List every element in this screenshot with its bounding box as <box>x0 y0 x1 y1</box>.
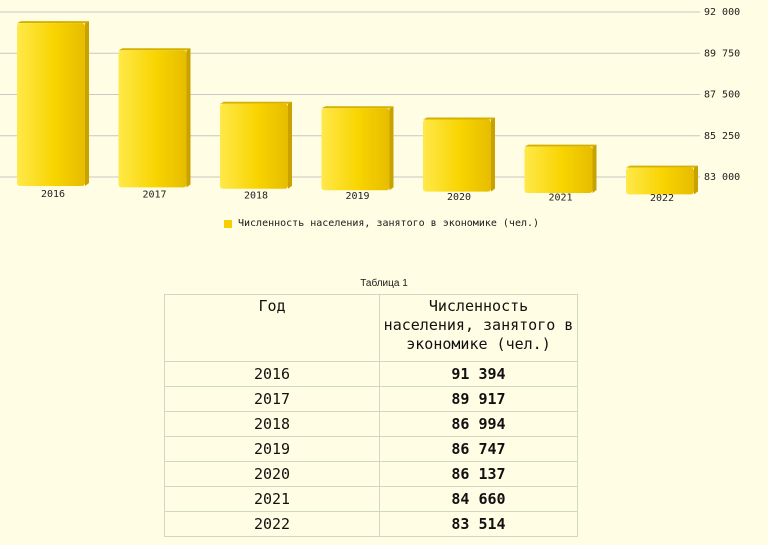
bar-top <box>423 117 495 120</box>
bar-2016 <box>17 21 89 186</box>
y-tick-label: 89 750 <box>704 48 740 59</box>
x-tick-label: 2019 <box>345 191 369 202</box>
cell-value: 89 917 <box>379 386 578 412</box>
bar-side <box>592 144 597 193</box>
legend: Численность населения, занятого в эконом… <box>224 218 539 229</box>
table-row: 2021 84 660 <box>164 486 578 512</box>
y-tick-label: 92 000 <box>704 7 740 18</box>
header-year: Год <box>164 294 380 362</box>
bar-top <box>17 21 89 24</box>
cell-year: 2016 <box>164 361 380 387</box>
y-tick-label: 83 000 <box>704 172 740 183</box>
bars <box>17 21 698 195</box>
bar-top <box>220 101 292 104</box>
bar-front <box>423 119 491 192</box>
bar-side <box>85 21 89 186</box>
x-tick-label: 2021 <box>548 193 572 204</box>
cell-value: 91 394 <box>379 361 578 387</box>
header-population-text: Численность населения, занятого в эконом… <box>383 297 574 353</box>
table-row: 2022 83 514 <box>164 511 578 537</box>
legend-label: Численность населения, занятого в эконом… <box>238 218 540 229</box>
cell-value: 84 660 <box>379 486 578 512</box>
bar-front <box>626 167 694 195</box>
x-tick-label: 2017 <box>142 190 166 201</box>
table-row: 2016 91 394 <box>164 361 578 387</box>
table-row: 2018 86 994 <box>164 411 578 437</box>
bar-front <box>321 108 390 191</box>
header-population: Численность населения, занятого в эконом… <box>379 294 578 362</box>
bar-top <box>321 106 394 109</box>
cell-year: 2018 <box>164 411 380 437</box>
bar-side <box>186 48 191 188</box>
cell-value: 86 747 <box>379 436 578 462</box>
bar-2018 <box>220 101 292 189</box>
bar-front <box>118 50 187 188</box>
table-caption: Таблица 1 <box>360 278 408 289</box>
bar-2022 <box>626 165 698 195</box>
bar-top <box>626 165 698 168</box>
table-header-row: Год Численность населения, занятого в эк… <box>164 294 578 362</box>
bar-side <box>288 101 292 189</box>
cell-value: 83 514 <box>379 511 578 537</box>
bar-side <box>694 165 698 195</box>
y-tick-label: 85 250 <box>704 131 740 142</box>
x-tick-label: 2020 <box>447 192 471 203</box>
data-table: Год Численность населения, занятого в эк… <box>164 294 578 537</box>
bar-2019 <box>321 106 394 191</box>
bar-chart: 2016 2017 2018 2019 2020 2021 2022 92 000 89 75… <box>0 7 740 204</box>
bar-top <box>524 144 597 147</box>
bar-side <box>389 106 394 191</box>
table-row: 2020 86 137 <box>164 461 578 487</box>
bar-2020 <box>423 117 495 192</box>
bar-front <box>17 23 85 186</box>
category-labels: 2016 2017 2018 2019 2020 2021 2022 <box>41 189 674 204</box>
bar-front <box>220 103 288 189</box>
legend-swatch <box>224 219 232 228</box>
table-row: 2017 89 917 <box>164 386 578 412</box>
cell-value: 86 994 <box>379 411 578 437</box>
bar-2021 <box>524 144 597 193</box>
cell-value: 86 137 <box>379 461 578 487</box>
cell-year: 2021 <box>164 486 380 512</box>
y-tick-label: 87 500 <box>704 90 740 101</box>
table-row: 2019 86 747 <box>164 436 578 462</box>
cell-year: 2019 <box>164 436 380 462</box>
cell-year: 2020 <box>164 461 380 487</box>
y-axis-labels: 92 000 89 750 87 500 85 250 83 000 <box>704 7 740 183</box>
x-tick-label: 2018 <box>244 190 268 201</box>
cell-year: 2017 <box>164 386 380 412</box>
bar-front <box>524 146 593 193</box>
x-tick-label: 2022 <box>650 193 674 204</box>
cell-year: 2022 <box>164 511 380 537</box>
bar-2017 <box>118 48 191 188</box>
bar-top <box>118 48 191 51</box>
x-tick-label: 2016 <box>41 189 65 200</box>
bar-side <box>491 117 495 192</box>
